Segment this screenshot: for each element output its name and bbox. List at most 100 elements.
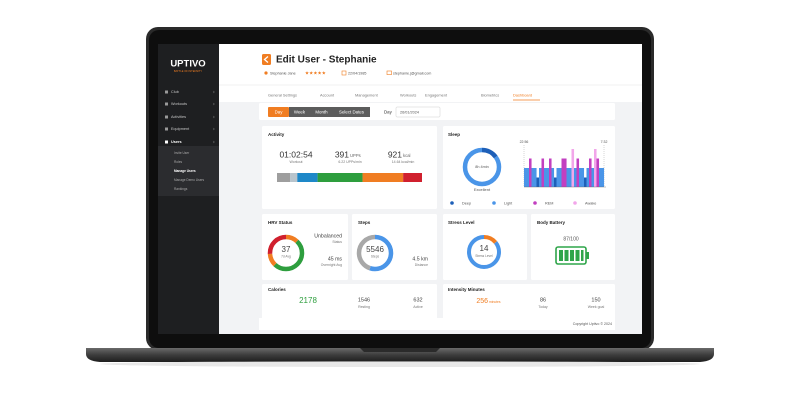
stat-value: 921 xyxy=(388,149,402,159)
sleep-stage-bar xyxy=(534,168,537,187)
menu-icon xyxy=(165,90,168,94)
range-button[interactable] xyxy=(268,107,289,117)
calories-resting: 1546 xyxy=(358,297,370,303)
range-button[interactable] xyxy=(310,107,333,117)
calories-active-label: Active xyxy=(413,305,423,309)
sleep-stage-bar xyxy=(581,168,585,187)
range-button-label[interactable]: Week xyxy=(294,109,306,114)
date-value: 26/01/2024 xyxy=(400,110,419,114)
stat-label: Workout xyxy=(290,160,303,164)
hrv-card xyxy=(262,214,348,280)
tab[interactable]: Workouts xyxy=(400,93,416,98)
hrv-overnight: 45 ms xyxy=(328,256,343,262)
submenu-item[interactable]: Manage Users xyxy=(174,169,196,173)
card-title: Body Battery xyxy=(537,220,566,225)
steps-value: 5546 xyxy=(366,245,384,254)
rating-star xyxy=(321,71,326,75)
card-title: Stress Level xyxy=(448,220,475,225)
rating-star xyxy=(309,71,314,75)
sleep-stage-bar xyxy=(584,177,587,187)
submenu-bg xyxy=(158,146,219,196)
menu-chevron xyxy=(212,115,215,119)
menu-item[interactable]: Workouts xyxy=(171,102,187,106)
battery-cell xyxy=(581,250,584,261)
sleep-stage-bar xyxy=(546,168,550,187)
stat-value: 391 xyxy=(335,149,349,159)
range-button[interactable] xyxy=(333,107,370,117)
hinge-notch xyxy=(360,348,440,352)
zone-segment xyxy=(403,173,422,182)
steps-distance-label: Distance xyxy=(415,263,428,267)
hrv-overnight-label: Overnight Avg xyxy=(321,263,342,267)
tab[interactable]: Dashboard xyxy=(513,93,532,98)
mail-icon xyxy=(386,70,392,75)
legend-label: Awake xyxy=(585,201,596,205)
intensity-goal-label: Week goal xyxy=(588,305,605,309)
menu-icon xyxy=(165,115,168,119)
menu-chevron xyxy=(212,90,215,94)
sleep-stage-bar xyxy=(594,149,597,187)
sleep-stage-bar xyxy=(539,168,542,187)
tab[interactable]: Engagement xyxy=(425,93,448,98)
tab[interactable]: Biometrics xyxy=(481,93,499,98)
menu-item[interactable]: Club xyxy=(171,90,179,94)
ring-arc xyxy=(467,235,501,269)
menu-item[interactable]: Equipment xyxy=(171,127,190,131)
sleep-stage-bar xyxy=(569,168,572,187)
calendar-icon xyxy=(341,70,347,76)
menu-icon xyxy=(165,127,168,131)
range-button-label[interactable]: Month xyxy=(315,109,328,114)
stat-label: 14.64 kcal/min xyxy=(392,160,415,164)
tab[interactable]: Management xyxy=(355,93,379,98)
ring-arc xyxy=(356,234,394,272)
sleep-start: 22:56 xyxy=(520,140,529,144)
battery-value: 87/100 xyxy=(563,236,579,242)
legend-label: REM xyxy=(545,201,553,205)
tabs-bg xyxy=(219,85,642,102)
legend-label: Light xyxy=(504,201,513,205)
battery-cell xyxy=(564,250,569,261)
calories-resting-label: Resting xyxy=(358,305,370,309)
sleep-stage-bar xyxy=(574,168,577,187)
sleep-stage-bar xyxy=(556,168,560,187)
laptop-base xyxy=(86,348,714,362)
header-bg xyxy=(219,44,642,85)
battery-cell xyxy=(559,250,563,261)
logo: UPTIVO xyxy=(170,59,205,70)
date-input[interactable] xyxy=(395,106,441,118)
battery-nub xyxy=(586,252,589,259)
rating-star xyxy=(305,71,309,75)
submenu-item[interactable]: Manage Demo Users xyxy=(174,178,205,182)
submenu-item[interactable]: Rankings xyxy=(174,187,188,191)
card-title: Activity xyxy=(268,132,285,137)
sleep-stage-bar xyxy=(564,158,567,187)
range-button-label[interactable]: Select Dates xyxy=(339,109,365,114)
menu-item[interactable]: Activities xyxy=(171,115,186,119)
back-arrow xyxy=(263,56,269,63)
menu-item[interactable]: Users xyxy=(171,140,182,144)
submenu-item[interactable]: Roles xyxy=(174,160,183,164)
battery-cell xyxy=(575,250,580,261)
range-button[interactable] xyxy=(289,107,310,117)
legend-dot xyxy=(450,201,454,205)
sleep-stage-bar xyxy=(536,177,540,187)
card-title: Steps xyxy=(358,220,371,225)
back-button[interactable] xyxy=(262,54,271,65)
range-button-label[interactable]: Day xyxy=(275,109,284,114)
tab[interactable]: General Settings xyxy=(268,93,297,98)
stat-value: 01:02:54 xyxy=(279,149,312,159)
card-title: Intensity Minutes xyxy=(448,287,485,292)
submenu-item[interactable]: Invite User xyxy=(174,151,190,155)
zone-segment xyxy=(317,173,363,182)
menu-chevron xyxy=(212,140,215,144)
card-title: HRV Status xyxy=(268,220,293,225)
sleep-stage-bar xyxy=(591,168,595,187)
calories-card xyxy=(262,284,437,319)
tab[interactable]: Account xyxy=(320,93,335,98)
battery-cell xyxy=(570,250,574,261)
legend-dot xyxy=(533,201,537,205)
ring-arc xyxy=(267,234,305,272)
menu-chevron xyxy=(212,127,215,131)
hrv-value: 37 xyxy=(282,245,291,254)
rating-star xyxy=(317,71,322,75)
